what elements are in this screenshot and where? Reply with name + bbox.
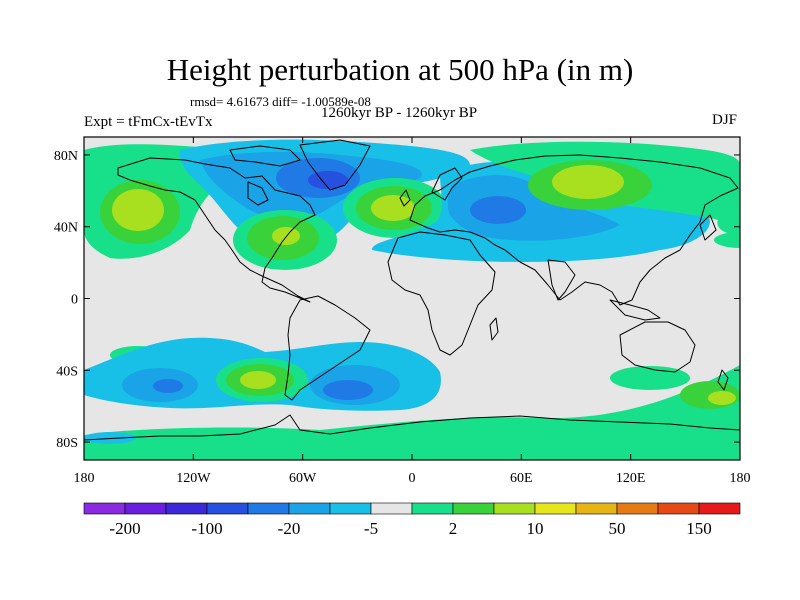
colorbar-label: -200 bbox=[109, 519, 140, 538]
coast-eurasia bbox=[409, 154, 739, 306]
colorbar-swatch bbox=[657, 502, 700, 515]
colorbar-swatch bbox=[616, 502, 659, 515]
coastlines bbox=[84, 139, 740, 441]
longitude-axis: 180 120W 60W 0 60E 120E 180 bbox=[74, 137, 751, 486]
stats-line: rmsd= 4.61673 diff= -1.00589e-08 bbox=[190, 94, 371, 109]
anomaly-eurasia-core bbox=[470, 196, 526, 224]
lat-tick-label: 0 bbox=[71, 293, 78, 308]
anomaly-eurasia-mid bbox=[447, 175, 620, 241]
lon-tick-label: 180 bbox=[730, 471, 751, 486]
colorbar-swatch bbox=[534, 502, 577, 515]
colorbar-label: -5 bbox=[364, 519, 378, 538]
experiment-label: Expt = tFmCx-tEvTx bbox=[84, 114, 213, 130]
anomaly-south-pacific-max bbox=[153, 379, 183, 393]
colorbar-label: -20 bbox=[278, 519, 301, 538]
coast-australia bbox=[619, 321, 696, 373]
colorbar-swatch bbox=[83, 502, 126, 515]
coast-japan bbox=[699, 214, 717, 241]
anomaly-south-atlantic-max bbox=[323, 380, 373, 400]
coast-north-america bbox=[117, 157, 316, 303]
colorbar-swatch bbox=[698, 502, 741, 515]
colorbar-swatch bbox=[575, 502, 618, 515]
anomaly-neatlantic-max bbox=[371, 195, 415, 221]
anomaly-antarctic-negative bbox=[84, 432, 136, 444]
anomaly-sw-pacific-max bbox=[708, 391, 736, 405]
lon-tick-label: 60E bbox=[510, 471, 533, 486]
colorbar-swatch bbox=[124, 502, 167, 515]
lat-tick-label: 40N bbox=[54, 221, 78, 236]
lon-tick-label: 180 bbox=[74, 471, 95, 486]
lon-tick-label: 120E bbox=[616, 471, 646, 486]
lon-tick-label: 0 bbox=[409, 471, 416, 486]
coast-madagascar bbox=[489, 317, 499, 341]
coast-arctic-islands bbox=[229, 145, 301, 167]
colorbar-swatch bbox=[247, 502, 290, 515]
colorbar-label: 10 bbox=[527, 519, 544, 538]
anomaly-se-pacific-max bbox=[240, 371, 276, 389]
coast-new-zealand bbox=[717, 369, 729, 391]
anomaly-antarctic-patch bbox=[368, 432, 396, 442]
period-label: 1260kyr BP - 1260kyr BP bbox=[321, 105, 478, 121]
latitude-axis: 80N 40N 0 40S 80S bbox=[54, 149, 740, 451]
lat-tick-label: 40S bbox=[56, 364, 78, 379]
colorbar-swatch bbox=[206, 502, 249, 515]
colorbar-swatch bbox=[288, 502, 331, 515]
season-label: DJF bbox=[712, 112, 738, 128]
coast-hudson-bay bbox=[247, 181, 269, 206]
coast-india bbox=[547, 259, 576, 301]
coast-scandinavia bbox=[431, 167, 463, 201]
coast-uk bbox=[399, 189, 411, 207]
colorbar-swatch bbox=[411, 502, 454, 515]
coast-south-america bbox=[284, 295, 371, 401]
anomaly-siberia-max bbox=[552, 165, 624, 199]
colorbar-label: 150 bbox=[686, 519, 712, 538]
colorbar-label: 2 bbox=[449, 519, 458, 538]
colorbar-swatch bbox=[329, 502, 372, 515]
lon-tick-label: 60W bbox=[289, 471, 317, 486]
coast-africa bbox=[387, 231, 496, 356]
anomaly-eastus-max bbox=[272, 227, 300, 245]
anomaly-npacific-max bbox=[112, 189, 164, 231]
lon-tick-label: 120W bbox=[176, 471, 211, 486]
colorbar-swatch bbox=[493, 502, 536, 515]
coast-southeast-asia-islands bbox=[609, 299, 661, 321]
colorbar-label: 50 bbox=[609, 519, 626, 538]
lat-tick-label: 80N bbox=[54, 149, 78, 164]
coast-greenland bbox=[299, 139, 371, 191]
colorbar-swatch bbox=[370, 502, 413, 515]
colorbar-swatch bbox=[165, 502, 208, 515]
anomaly-nw-pacific-positive bbox=[714, 232, 740, 248]
coast-antarctica bbox=[84, 414, 740, 441]
chart-title: Height perturbation at 500 hPa (in m) bbox=[166, 52, 634, 87]
map-field bbox=[84, 137, 740, 460]
colorbar-label: -100 bbox=[191, 519, 222, 538]
colorbar-swatch bbox=[452, 502, 495, 515]
colorbar: -200 -100 -20 -5 2 10 50 150 bbox=[83, 502, 741, 538]
lat-tick-label: 80S bbox=[56, 436, 78, 451]
anomaly-antarctic-positive bbox=[84, 365, 740, 460]
